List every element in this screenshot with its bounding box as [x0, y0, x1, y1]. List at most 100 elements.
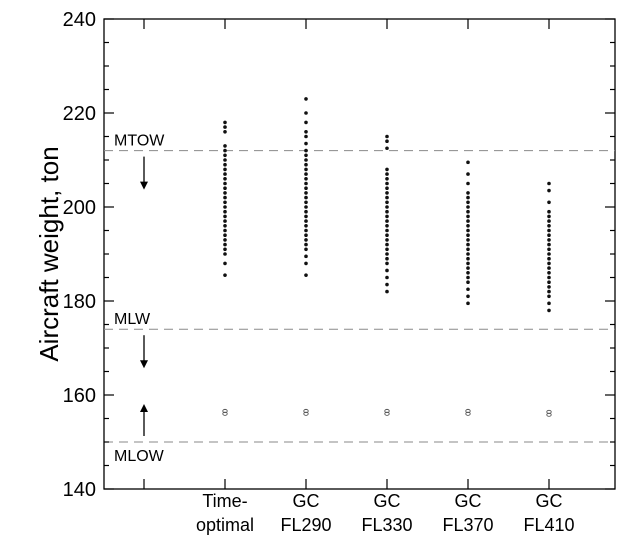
- data-point: [385, 195, 389, 200]
- data-point: [223, 205, 227, 209]
- data-point: [385, 282, 389, 287]
- data-point: [223, 273, 227, 277]
- y-tick-label: 160: [63, 385, 96, 407]
- data-point: [547, 256, 551, 261]
- data-point: [304, 134, 308, 139]
- arrow-up-icon: [140, 404, 148, 412]
- plot-frame: [103, 18, 616, 490]
- data-point: [547, 261, 551, 266]
- data-point: [304, 181, 308, 186]
- data-point: [385, 177, 389, 181]
- data-point: [547, 266, 551, 270]
- data-point: [547, 224, 551, 228]
- data-point: [547, 228, 551, 233]
- y-axis: 140 160 180 200 220 240: [63, 9, 615, 501]
- data-point: [547, 289, 551, 294]
- data-point: [304, 177, 308, 181]
- x-tick-label: GC: [374, 491, 401, 511]
- data-point: [547, 242, 551, 247]
- x-tick-label: FL410: [523, 515, 574, 535]
- data-point: [385, 191, 389, 195]
- data-point: [385, 205, 389, 209]
- data-point: [466, 256, 470, 261]
- x-tick-label: Time-: [202, 491, 247, 511]
- x-tick-label: GC: [536, 491, 563, 511]
- data-point: [223, 162, 227, 167]
- data-point: [547, 301, 551, 306]
- data-point: [466, 181, 470, 186]
- data-point-hollow: [303, 408, 309, 414]
- data-point: [223, 209, 227, 214]
- data-point: [466, 275, 470, 280]
- data-point: [547, 247, 551, 252]
- data-point: [466, 160, 470, 165]
- data-point: [304, 247, 308, 252]
- data-point: [304, 191, 308, 195]
- data-point: [466, 242, 470, 247]
- data-point: [223, 125, 227, 129]
- data-point: [547, 209, 551, 214]
- data-point: [466, 209, 470, 214]
- data-point: [223, 261, 227, 266]
- data-point: [223, 186, 227, 190]
- x-tick-label: FL290: [280, 515, 331, 535]
- data-point: [466, 238, 470, 242]
- data-point: [223, 120, 227, 125]
- data-point: [385, 228, 389, 233]
- data-point: [385, 224, 389, 228]
- data-point: [466, 219, 470, 223]
- data-point: [466, 214, 470, 219]
- data-point: [466, 252, 470, 256]
- data-point: [223, 233, 227, 237]
- data-point: [385, 214, 389, 219]
- data-point: [547, 308, 551, 313]
- data-point: [385, 181, 389, 186]
- y-axis-label: Aircraft weight, ton: [34, 146, 64, 361]
- data-point: [385, 139, 389, 143]
- data-point: [385, 219, 389, 223]
- data-point: [304, 242, 308, 247]
- x-tick-label: FL330: [361, 515, 412, 535]
- x-tick-label: FL370: [442, 515, 493, 535]
- data-point: [304, 148, 308, 153]
- data-point: [304, 273, 308, 277]
- data-point: [547, 271, 551, 275]
- arrow-down-icon: [140, 181, 148, 190]
- data-point: [304, 162, 308, 167]
- data-point: [223, 228, 227, 233]
- data-point: [385, 186, 389, 190]
- data-point: [223, 252, 227, 256]
- data-point: [304, 219, 308, 223]
- data-point: [304, 254, 308, 259]
- data-point: [304, 228, 308, 233]
- data-point: [385, 209, 389, 214]
- data-point: [385, 146, 389, 151]
- data-point: [466, 266, 470, 270]
- data-point: [385, 252, 389, 256]
- data-point: [466, 247, 470, 252]
- data-point: [547, 214, 551, 219]
- data-point: [304, 97, 308, 101]
- data-point: [304, 158, 308, 162]
- data-point: [547, 275, 551, 280]
- data-point: [223, 242, 227, 247]
- data-point: [385, 200, 389, 205]
- data-point: [385, 167, 389, 172]
- data-point: [304, 120, 308, 125]
- data-point: [304, 238, 308, 242]
- data-point: [385, 247, 389, 252]
- data-point-hollow: [222, 408, 228, 414]
- data-point: [223, 153, 227, 158]
- data-point: [304, 172, 308, 176]
- data-point: [466, 280, 470, 285]
- data-point: [385, 242, 389, 247]
- data-point: [304, 167, 308, 172]
- data-point: [223, 200, 227, 205]
- x-tick-label: optimal: [196, 515, 254, 535]
- data-point: [223, 214, 227, 219]
- data-point: [547, 188, 551, 193]
- data-point: [304, 233, 308, 237]
- data-point: [304, 261, 308, 266]
- data-point: [223, 247, 227, 252]
- data-point: [385, 275, 389, 280]
